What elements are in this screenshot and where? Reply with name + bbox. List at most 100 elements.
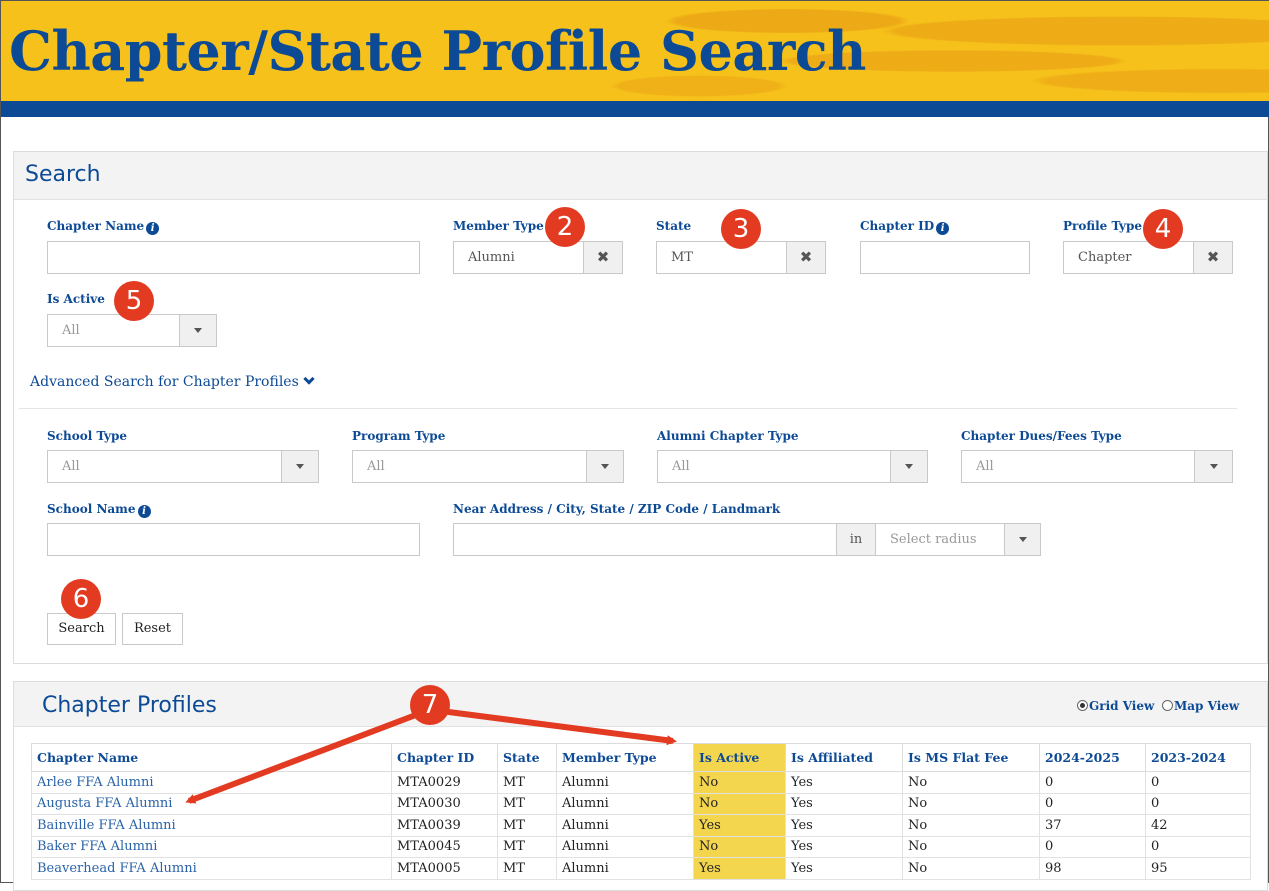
chapter-link[interactable]: Beaverhead FFA Alumni bbox=[37, 860, 197, 876]
program-type-label: Program Type bbox=[352, 429, 446, 443]
radius-dropdown-button[interactable] bbox=[1004, 523, 1041, 556]
is-active-dropdown-button[interactable] bbox=[179, 314, 217, 347]
grid-view-option[interactable]: Grid View bbox=[1077, 699, 1154, 713]
info-icon[interactable]: i bbox=[146, 222, 160, 235]
col-member-type[interactable]: Member Type bbox=[556, 743, 694, 772]
step-badge-7: 7 bbox=[410, 685, 450, 725]
caret-down-icon bbox=[194, 327, 202, 333]
cell-2023-2024: 0 bbox=[1145, 792, 1251, 815]
cell-state: MT bbox=[497, 814, 557, 837]
col-is-ms-flat-fee[interactable]: Is MS Flat Fee bbox=[902, 743, 1040, 772]
chapter-link[interactable]: Bainville FFA Alumni bbox=[37, 817, 176, 833]
col-2024-2025[interactable]: 2024-2025 bbox=[1039, 743, 1146, 772]
alumni-chapter-type-select[interactable]: All bbox=[657, 450, 891, 483]
cell-is-affiliated: Yes bbox=[785, 814, 903, 837]
results-table: Chapter Name Chapter ID State Member Typ… bbox=[31, 743, 1251, 880]
advanced-search-link[interactable]: Advanced Search for Chapter Profiles bbox=[30, 373, 315, 390]
caret-down-icon bbox=[1018, 536, 1027, 542]
near-address-input[interactable] bbox=[453, 523, 837, 556]
state-label: State bbox=[656, 219, 692, 233]
step-badge-6: 6 bbox=[61, 579, 101, 619]
cell-2024-2025: 0 bbox=[1039, 771, 1146, 794]
cell-2023-2024: 95 bbox=[1145, 857, 1251, 880]
col-2023-2024[interactable]: 2023-2024 bbox=[1145, 743, 1251, 772]
cell-is-ms-flat-fee: No bbox=[902, 771, 1040, 794]
cell-is-affiliated: Yes bbox=[785, 857, 903, 880]
cell-member-type: Alumni bbox=[556, 814, 694, 837]
search-panel-header: Search bbox=[14, 152, 1267, 200]
search-panel: Search bbox=[13, 151, 1268, 664]
col-is-affiliated[interactable]: Is Affiliated bbox=[785, 743, 903, 772]
table-row: Beaverhead FFA Alumni MTA0005 MT Alumni … bbox=[31, 857, 1251, 880]
table-row: Bainville FFA Alumni MTA0039 MT Alumni Y… bbox=[31, 814, 1251, 837]
member-type-clear-button[interactable]: ✖ bbox=[583, 241, 623, 274]
program-type-select[interactable]: All bbox=[352, 450, 587, 483]
school-type-dropdown-button[interactable] bbox=[281, 450, 319, 483]
radio-icon[interactable] bbox=[1162, 700, 1173, 711]
school-name-input[interactable] bbox=[47, 523, 420, 556]
cell-chapter-name[interactable]: Bainville FFA Alumni bbox=[31, 814, 392, 837]
page-title: Chapter/State Profile Search bbox=[9, 19, 866, 83]
reset-button[interactable]: Reset bbox=[122, 613, 183, 645]
step-badge-3: 3 bbox=[721, 209, 761, 249]
cell-2023-2024: 0 bbox=[1145, 835, 1251, 858]
near-address-label: Near Address / City, State / ZIP Code / … bbox=[453, 502, 781, 516]
chapter-link[interactable]: Augusta FFA Alumni bbox=[37, 796, 173, 812]
cell-state: MT bbox=[497, 835, 557, 858]
state-select[interactable]: MT bbox=[656, 241, 787, 274]
col-chapter-id[interactable]: Chapter ID bbox=[391, 743, 498, 772]
cell-chapter-name[interactable]: Baker FFA Alumni bbox=[31, 835, 392, 858]
chapter-link[interactable]: Baker FFA Alumni bbox=[37, 839, 158, 855]
cell-chapter-id: MTA0039 bbox=[391, 814, 498, 837]
profile-type-select[interactable]: Chapter bbox=[1063, 241, 1194, 274]
cell-is-active: No bbox=[693, 792, 786, 815]
in-addon: in bbox=[836, 523, 876, 556]
profile-type-clear-button[interactable]: ✖ bbox=[1193, 241, 1233, 274]
col-state[interactable]: State bbox=[497, 743, 557, 772]
cell-is-ms-flat-fee: No bbox=[902, 857, 1040, 880]
cell-is-active: No bbox=[693, 835, 786, 858]
chapter-name-input[interactable] bbox=[47, 241, 420, 274]
cell-is-affiliated: Yes bbox=[785, 835, 903, 858]
dues-type-select[interactable]: All bbox=[961, 450, 1195, 483]
cell-chapter-id: MTA0029 bbox=[391, 771, 498, 794]
results-panel-title: Chapter Profiles bbox=[42, 693, 217, 718]
chapter-id-input[interactable] bbox=[860, 241, 1030, 274]
is-active-select[interactable]: All bbox=[47, 314, 180, 347]
cell-is-affiliated: Yes bbox=[785, 792, 903, 815]
cell-member-type: Alumni bbox=[556, 792, 694, 815]
cell-chapter-name[interactable]: Beaverhead FFA Alumni bbox=[31, 857, 392, 880]
profile-type-label: Profile Type bbox=[1063, 219, 1143, 233]
alumni-chapter-type-dropdown-button[interactable] bbox=[890, 450, 928, 483]
cell-2024-2025: 37 bbox=[1039, 814, 1146, 837]
map-view-option[interactable]: Map View bbox=[1162, 699, 1239, 713]
dues-type-dropdown-button[interactable] bbox=[1194, 450, 1233, 483]
radius-select[interactable]: Select radius bbox=[875, 523, 1005, 556]
is-active-label: Is Active bbox=[47, 292, 105, 306]
search-button[interactable]: Search bbox=[47, 613, 116, 645]
clear-x-icon: ✖ bbox=[1206, 248, 1220, 266]
clear-x-icon: ✖ bbox=[799, 248, 813, 266]
cell-member-type: Alumni bbox=[556, 835, 694, 858]
info-icon[interactable]: i bbox=[137, 505, 151, 518]
col-chapter-name[interactable]: Chapter Name bbox=[31, 743, 392, 772]
chapter-link[interactable]: Arlee FFA Alumni bbox=[37, 774, 154, 790]
alumni-chapter-type-label: Alumni Chapter Type bbox=[657, 429, 799, 443]
cell-chapter-name[interactable]: Augusta FFA Alumni bbox=[31, 792, 392, 815]
table-row: Baker FFA Alumni MTA0045 MT Alumni No Ye… bbox=[31, 835, 1251, 858]
col-is-active[interactable]: Is Active bbox=[693, 743, 786, 772]
cell-chapter-name[interactable]: Arlee FFA Alumni bbox=[31, 771, 392, 794]
cell-is-active: No bbox=[693, 771, 786, 794]
cell-chapter-id: MTA0045 bbox=[391, 835, 498, 858]
step-badge-5: 5 bbox=[114, 281, 154, 321]
table-row: Arlee FFA Alumni MTA0029 MT Alumni No Ye… bbox=[31, 771, 1251, 794]
member-type-label: Member Type bbox=[453, 219, 544, 233]
program-type-dropdown-button[interactable] bbox=[586, 450, 624, 483]
radio-icon[interactable] bbox=[1077, 700, 1088, 711]
caret-down-icon bbox=[905, 463, 913, 469]
cell-is-ms-flat-fee: No bbox=[902, 792, 1040, 815]
school-type-select[interactable]: All bbox=[47, 450, 282, 483]
state-clear-button[interactable]: ✖ bbox=[786, 241, 826, 274]
info-icon[interactable]: i bbox=[936, 222, 950, 235]
cell-is-ms-flat-fee: No bbox=[902, 835, 1040, 858]
